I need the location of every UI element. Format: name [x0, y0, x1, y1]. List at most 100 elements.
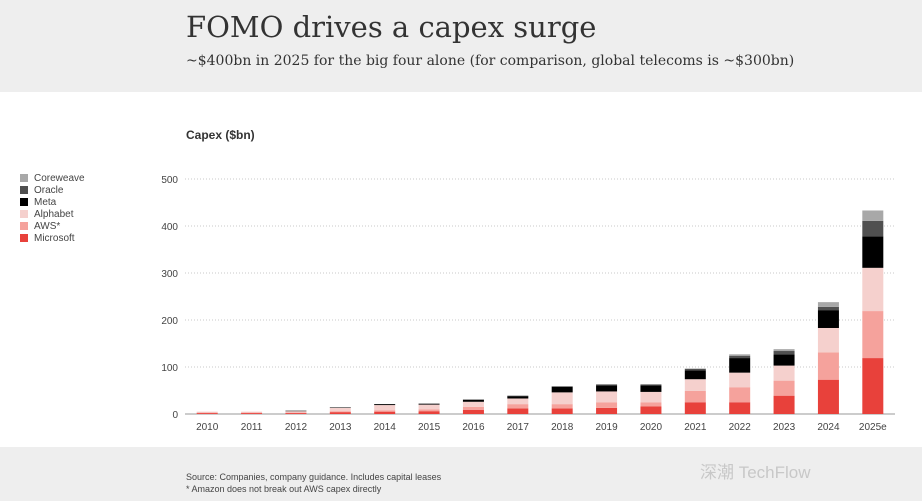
bar-segment-alphabet-2013 [329, 407, 351, 412]
bar-segment-oracle-2024 [817, 306, 839, 311]
bar-segment-microsoft-2015 [418, 411, 440, 414]
legend-swatch-microsoft [20, 234, 28, 242]
bar-segment-microsoft-2016 [462, 409, 484, 414]
x-tick-label: 2012 [285, 422, 308, 433]
bar-segment-alphabet-2021 [684, 379, 706, 391]
bar-segment-alphabet-2011 [241, 411, 263, 413]
x-tick-label: 2019 [595, 422, 618, 433]
bar-segment-alphabet-2020 [640, 391, 662, 403]
bar-segment-microsoft-2024 [817, 379, 839, 414]
bar-segment-aws-2011 [241, 412, 263, 414]
x-tick-label: 2017 [507, 422, 530, 433]
bar-segment-meta-2023 [773, 354, 795, 366]
bar-segment-meta-2025e [862, 236, 884, 268]
bar-segment-meta-2018 [551, 386, 573, 393]
x-tick-label: 2013 [329, 422, 352, 433]
bar-segment-aws-2022 [729, 387, 751, 403]
bar-segment-alphabet-2019 [596, 391, 618, 403]
bar-segment-oracle-2025e [862, 220, 884, 237]
bar-segment-aws-2015 [418, 409, 440, 412]
bar-segment-alphabet-2024 [817, 327, 839, 353]
y-tick-label: 500 [161, 175, 178, 186]
bar-segment-meta-2024 [817, 310, 839, 328]
bar-segment-alphabet-2023 [773, 365, 795, 381]
source-text: Source: Companies, company guidance. Inc… [186, 472, 442, 482]
x-tick-label: 2023 [773, 422, 796, 433]
bar-segment-coreweave-2025e [862, 210, 884, 221]
footer-band [0, 447, 922, 501]
bar-segment-microsoft-2023 [773, 395, 795, 414]
bar-segment-meta-2013 [329, 407, 351, 408]
bar-segment-alphabet-2022 [729, 372, 751, 388]
x-tick-label: 2025e [859, 422, 887, 433]
bar-segment-aws-2012 [285, 412, 307, 414]
y-tick-label: 100 [161, 363, 178, 374]
legend-item-coreweave: Coreweave [20, 172, 85, 184]
bar-segment-microsoft-2017 [507, 408, 529, 414]
y-axis-label: Capex ($bn) [186, 128, 255, 142]
header-band [0, 0, 922, 92]
legend-label-meta: Meta [34, 196, 57, 208]
legend-item-microsoft: Microsoft [20, 232, 85, 244]
bar-segment-microsoft-2012 [285, 413, 307, 414]
x-tick-label: 2016 [462, 422, 485, 433]
bar-segment-aws-2014 [374, 410, 396, 412]
bar-segment-meta-2020 [640, 385, 662, 392]
x-tick-label: 2020 [640, 422, 663, 433]
watermark: 深潮 TechFlow [700, 463, 811, 482]
bar-segment-meta-2016 [462, 399, 484, 402]
bar-segment-microsoft-2010 [196, 413, 218, 414]
bar-segment-alphabet-2010 [196, 411, 218, 413]
legend-label-aws: AWS* [34, 220, 61, 232]
bar-segment-microsoft-2021 [684, 402, 706, 414]
bar-segment-aws-2019 [596, 402, 618, 408]
bar-segment-oracle-2019 [596, 384, 618, 386]
bar-segment-meta-2014 [374, 404, 396, 406]
bar-segment-aws-2013 [329, 411, 351, 413]
bar-segment-meta-2019 [596, 385, 618, 392]
bar-segment-aws-2017 [507, 404, 529, 409]
bar-segment-aws-2018 [551, 404, 573, 409]
bar-segment-coreweave-2021 [684, 368, 706, 369]
bar-segment-alphabet-2012 [285, 411, 307, 413]
legend-swatch-aws [20, 222, 28, 230]
bar-segment-coreweave-2022 [729, 354, 751, 356]
bar-segment-aws-2021 [684, 390, 706, 403]
capex-chart: 0 100 200 300 400 500 2010 2011 2012 2013 2014 2015… [161, 175, 895, 433]
bar-segment-alphabet-2016 [462, 401, 484, 407]
y-tick-label: 400 [161, 222, 178, 233]
bar-segment-microsoft-2022 [729, 402, 751, 414]
bar-segment-alphabet-2025e [862, 267, 884, 312]
legend-item-meta: Meta [20, 196, 85, 208]
bar-segment-microsoft-2019 [596, 407, 618, 414]
x-tick-label: 2022 [729, 422, 752, 433]
bar-segment-microsoft-2020 [640, 406, 662, 414]
legend-label-coreweave: Coreweave [34, 172, 85, 184]
bar-segment-oracle-2022 [729, 355, 751, 359]
bar-segment-coreweave-2024 [817, 302, 839, 307]
legend-item-oracle: Oracle [20, 184, 85, 196]
legend-label-oracle: Oracle [34, 184, 64, 196]
bar-segment-oracle-2018 [551, 386, 573, 387]
bar-segment-meta-2021 [684, 370, 706, 380]
bar-segment-aws-2024 [817, 352, 839, 380]
x-tick-label: 2024 [817, 422, 840, 433]
legend-item-aws: AWS* [20, 220, 85, 232]
legend: Coreweave Oracle Meta Alphabet AWS* Micr… [20, 172, 85, 244]
bar-segment-oracle-2016 [462, 399, 484, 400]
bar-segment-oracle-2021 [684, 368, 706, 371]
chart-subtitle: ~$400bn in 2025 for the big four alone (… [186, 53, 795, 69]
bar-segment-microsoft-2013 [329, 412, 351, 414]
y-tick-label: 200 [161, 316, 178, 327]
y-tick-label: 0 [172, 410, 178, 421]
bar-segment-aws-2016 [462, 406, 484, 410]
legend-item-alphabet: Alphabet [20, 208, 85, 220]
bar-segment-alphabet-2017 [507, 398, 529, 405]
bar-segment-microsoft-2014 [374, 411, 396, 414]
bar-segment-aws-2010 [196, 412, 218, 414]
bar-segment-alphabet-2015 [418, 404, 440, 410]
legend-label-alphabet: Alphabet [34, 208, 74, 220]
legend-swatch-coreweave [20, 174, 28, 182]
bar-segment-meta-2017 [507, 396, 529, 399]
bar-segment-meta-2012 [285, 410, 307, 412]
